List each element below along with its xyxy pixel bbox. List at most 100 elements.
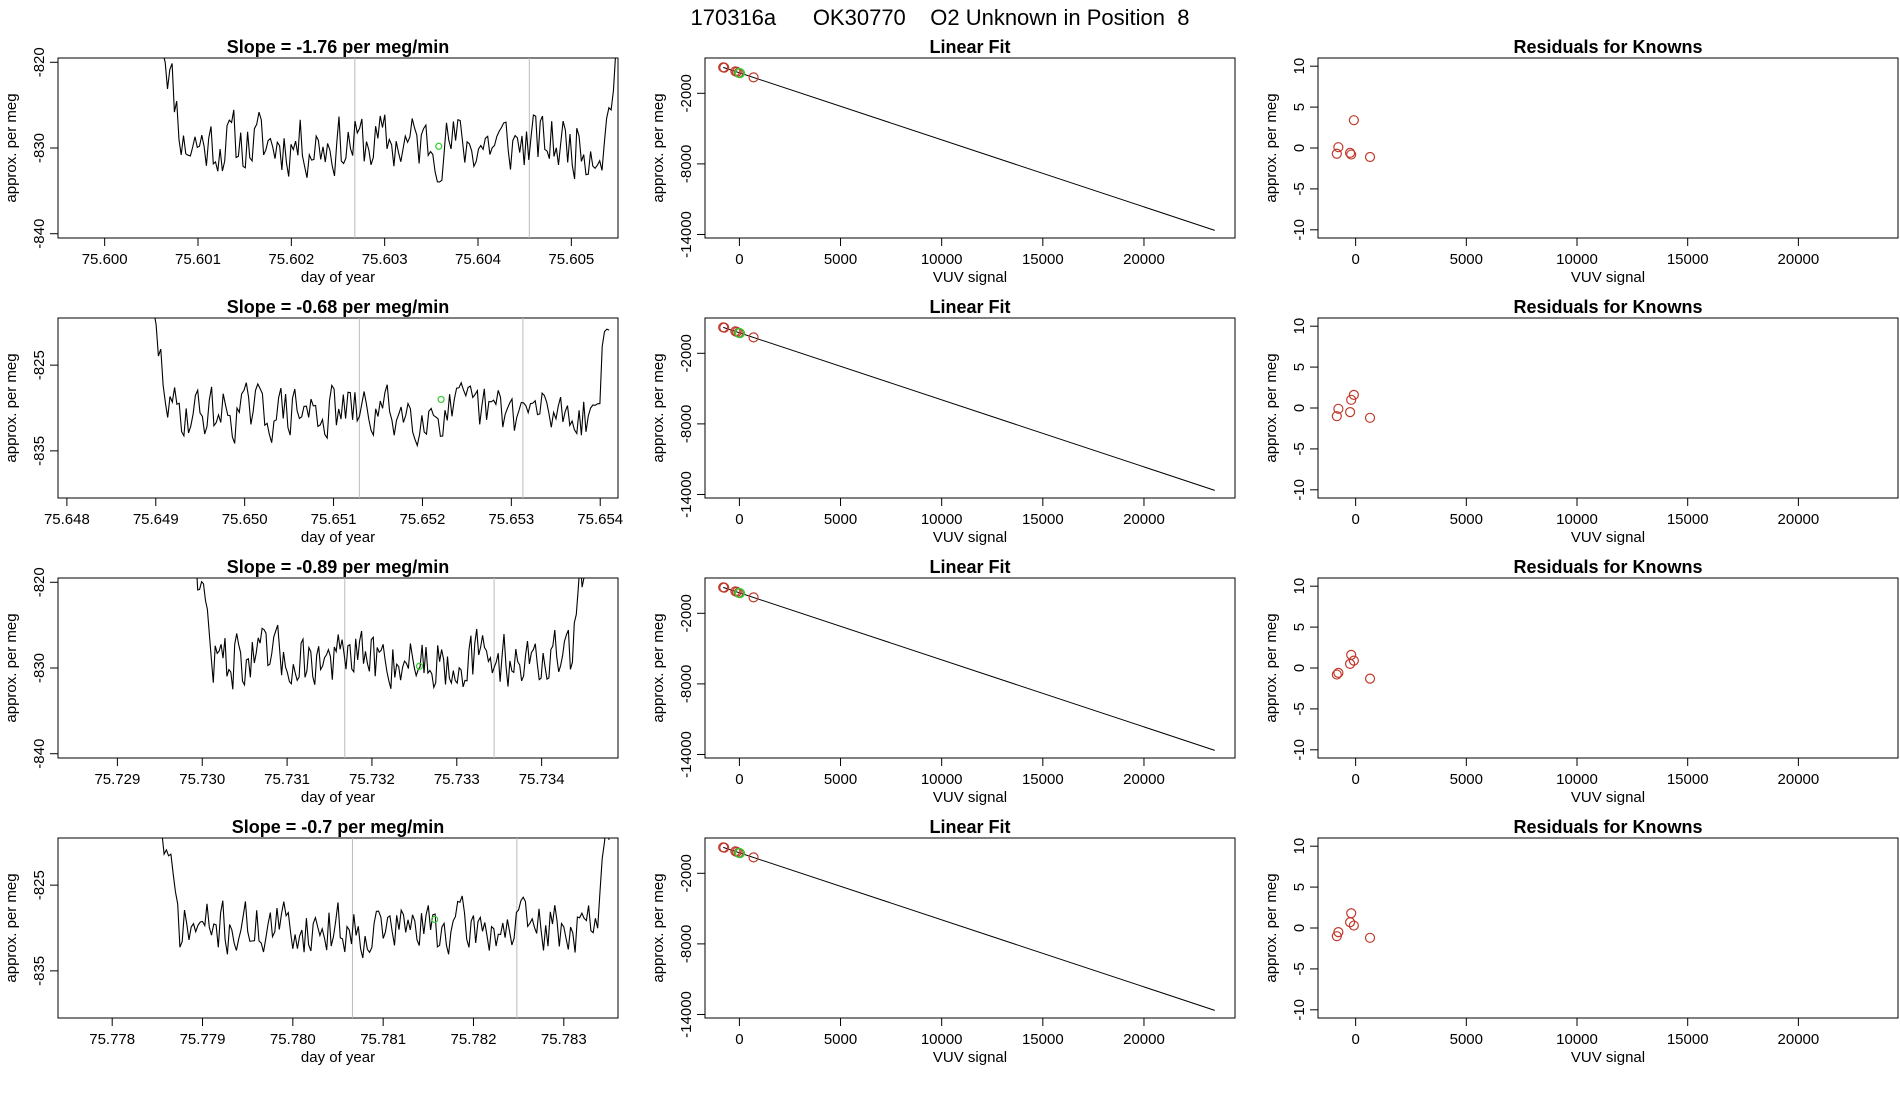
- y-tick-label: -825: [31, 870, 48, 900]
- x-tick-label: 0: [735, 771, 743, 788]
- y-tick-label: -2000: [678, 334, 695, 372]
- plot-frame: [57, 577, 619, 759]
- panel-title: Slope = -1.76 per meg/min: [227, 37, 450, 57]
- x-axis-label: VUV signal: [1571, 789, 1645, 806]
- panel-title: Residuals for Knowns: [1513, 37, 1702, 57]
- x-tick-label: 0: [735, 511, 743, 528]
- fit-line: [723, 846, 1215, 1011]
- x-tick-label: 75.602: [268, 251, 314, 268]
- residual-point: [1364, 151, 1376, 163]
- plot-frame: [57, 837, 619, 1019]
- residual-point: [1364, 932, 1376, 943]
- page-title: 170316a OK30770 O2 Unknown in Position 8: [691, 5, 1190, 30]
- x-axis-label: day of year: [301, 1049, 375, 1066]
- plot-frame: [704, 57, 1236, 239]
- x-tick-label: 75.601: [175, 251, 221, 268]
- x-tick-label: 5000: [1450, 771, 1483, 788]
- x-tick-label: 10000: [921, 771, 963, 788]
- x-tick-label: 75.648: [44, 511, 90, 528]
- y-axis-label: approx. per meg: [1263, 873, 1280, 982]
- fit-line: [723, 66, 1215, 231]
- panel-1-1: Slope = -1.76 per meg/min 75.600 75.601 75.…: [3, 37, 619, 286]
- residual-point: [1346, 908, 1357, 919]
- x-tick-label: 75.732: [349, 771, 395, 788]
- x-tick-label: 5000: [1450, 511, 1483, 528]
- panel-3-3: Residuals for Knowns 0 5000 10000 15000 20000…: [1263, 557, 1899, 806]
- x-tick-label: 75.729: [94, 771, 140, 788]
- plot-area: [718, 322, 1215, 491]
- plot-area: [1331, 115, 1376, 163]
- x-tick-label: 75.654: [577, 511, 623, 528]
- x-tick-label: 10000: [1556, 1031, 1598, 1048]
- y-tick-label: -14000: [678, 991, 695, 1038]
- y-axis-label: approx. per meg: [1263, 93, 1280, 202]
- plot-frame: [1317, 577, 1899, 759]
- panel-2-4: Linear Fit 0 5000 10000 15000 20000 VUV signal…: [650, 817, 1236, 1066]
- panel-1-2: Slope = -0.68 per meg/min 75.648 75.649 75.…: [3, 297, 623, 546]
- y-axis-label: approx. per meg: [3, 873, 20, 982]
- plot-area: [154, 318, 610, 498]
- x-tick-label: 75.780: [270, 1031, 316, 1048]
- y-tick-label: 0: [1291, 404, 1308, 412]
- x-tick-label: 5000: [824, 1031, 857, 1048]
- x-axis-label: VUV signal: [933, 529, 1007, 546]
- y-tick-label: -2000: [678, 854, 695, 892]
- panel-title: Slope = -0.89 per meg/min: [227, 557, 450, 577]
- plot-frame: [704, 577, 1236, 759]
- residual-point: [1364, 673, 1376, 684]
- x-tick-label: 20000: [1123, 511, 1165, 528]
- x-tick-label: 10000: [921, 251, 963, 268]
- y-axis-label: approx. per meg: [650, 93, 667, 202]
- x-tick-label: 20000: [1778, 1031, 1820, 1048]
- x-tick-label: 15000: [1667, 771, 1709, 788]
- known-point: [748, 72, 759, 83]
- known-point: [748, 332, 759, 343]
- residual-point: [1346, 394, 1357, 405]
- x-tick-label: 75.652: [399, 511, 445, 528]
- y-axis-label: approx. per meg: [3, 353, 20, 462]
- x-tick-label: 5000: [1450, 251, 1483, 268]
- x-tick-label: 75.649: [133, 511, 179, 528]
- y-tick-label: -14000: [678, 211, 695, 258]
- panel-2-3: Linear Fit 0 5000 10000 15000 20000 VUV signal…: [650, 557, 1236, 806]
- data-trace: [196, 578, 585, 690]
- y-tick-label: -840: [31, 739, 48, 769]
- residual-point: [1333, 926, 1344, 938]
- y-tick-label: -835: [31, 436, 48, 466]
- panel-title: Linear Fit: [929, 817, 1010, 837]
- x-tick-label: 15000: [1667, 251, 1709, 268]
- plot-area: [718, 62, 1215, 231]
- x-tick-label: 75.600: [82, 251, 128, 268]
- unknown-point: [734, 848, 746, 859]
- x-tick-label: 75.731: [264, 771, 310, 788]
- y-axis-label: approx. per meg: [650, 873, 667, 982]
- x-tick-label: 5000: [824, 511, 857, 528]
- y-tick-label: -14000: [678, 731, 695, 778]
- plot-frame: [1317, 837, 1899, 1019]
- plot-area: [1331, 389, 1376, 423]
- y-tick-label: 0: [1291, 144, 1308, 152]
- x-tick-label: 75.604: [455, 251, 501, 268]
- y-tick-label: -10: [1291, 219, 1308, 241]
- panel-title: Linear Fit: [929, 557, 1010, 577]
- y-tick-label: -2000: [678, 74, 695, 112]
- x-axis-label: day of year: [301, 269, 375, 286]
- y-tick-label: 10: [1291, 838, 1308, 855]
- data-trace: [154, 318, 610, 448]
- y-tick-label: 10: [1291, 318, 1308, 335]
- x-tick-label: 15000: [1667, 511, 1709, 528]
- x-tick-label: 10000: [1556, 511, 1598, 528]
- y-tick-label: -5: [1291, 182, 1308, 195]
- fit-line: [723, 586, 1215, 751]
- x-axis-label: VUV signal: [1571, 269, 1645, 286]
- y-tick-label: -8000: [678, 925, 695, 963]
- y-tick-label: -5: [1291, 962, 1308, 975]
- data-trace: [163, 58, 616, 183]
- x-tick-label: 75.783: [541, 1031, 587, 1048]
- x-tick-label: 15000: [1022, 771, 1064, 788]
- x-tick-label: 0: [1351, 1031, 1359, 1048]
- plot-area: [718, 842, 1215, 1011]
- plot-area: [1331, 908, 1376, 943]
- x-tick-label: 75.778: [89, 1031, 135, 1048]
